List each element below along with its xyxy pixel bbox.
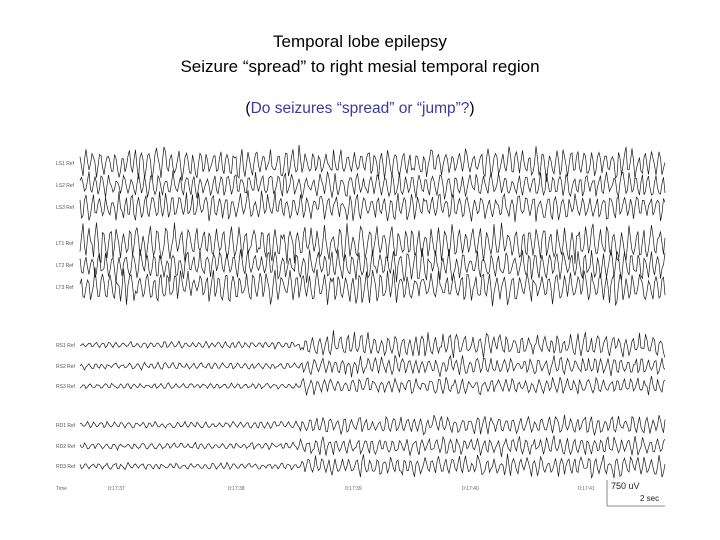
time-tick-label: 0:17:40 bbox=[462, 486, 479, 492]
eeg-trace-2 bbox=[79, 170, 666, 200]
slide-subtitle: (Do seizures “spread” or “jump”?) bbox=[0, 100, 720, 118]
scale-bar: 750 uV2 sec bbox=[606, 480, 665, 507]
amplitude-scale-label: 750 uV bbox=[611, 481, 640, 491]
eeg-trace-11 bbox=[79, 435, 666, 458]
channel-label: RD3 Ref bbox=[56, 464, 76, 470]
eeg-trace-5 bbox=[79, 248, 666, 284]
eeg-trace-12 bbox=[79, 453, 666, 479]
time-tick-label: 0:17:41 bbox=[578, 486, 595, 492]
eeg-traces bbox=[79, 144, 666, 479]
slide-title-line2: Seizure “spread” to right mesial tempora… bbox=[180, 57, 540, 76]
eeg-trace-1 bbox=[79, 144, 666, 182]
channel-labels: LS1 Ref LS2 Ref LS3 Ref LT1 Ref LT2 Ref LT3 R… bbox=[56, 161, 76, 470]
channel-label: LS2 Ref bbox=[56, 183, 75, 189]
time-tick-label: 0:17:37 bbox=[108, 486, 125, 492]
time-axis: Time 0:17:37 0:17:38 0:17:39 0:17:40 0:17:41 bbox=[56, 486, 595, 492]
channel-label: RS2 Ref bbox=[56, 364, 76, 370]
channel-label: LT3 Ref bbox=[56, 285, 74, 291]
channel-label: RS3 Ref bbox=[56, 384, 76, 390]
eeg-trace-3 bbox=[79, 190, 666, 223]
eeg-trace-8 bbox=[79, 354, 666, 378]
channel-label: RD2 Ref bbox=[56, 444, 76, 450]
subtitle-close-paren: ) bbox=[469, 100, 475, 117]
subtitle-question: Do seizures “spread” or “jump”? bbox=[250, 100, 470, 117]
channel-label: LT1 Ref bbox=[56, 241, 74, 247]
eeg-trace-4 bbox=[79, 222, 666, 264]
time-tick-label: 0:17:39 bbox=[345, 486, 362, 492]
eeg-trace-6 bbox=[79, 267, 666, 307]
channel-label: LS3 Ref bbox=[56, 205, 75, 211]
subtitle-open-paren: ( bbox=[245, 100, 251, 117]
slide-title-line1: Temporal lobe epilepsy bbox=[273, 32, 447, 51]
time-axis-label: Time bbox=[56, 486, 67, 492]
channel-label: RD1 Ref bbox=[56, 423, 76, 429]
channel-label: LT2 Ref bbox=[56, 263, 74, 269]
channel-label: LS1 Ref bbox=[56, 161, 75, 167]
eeg-trace-7 bbox=[79, 330, 666, 358]
time-scale-label: 2 sec bbox=[640, 494, 659, 503]
time-tick-label: 0:17:38 bbox=[228, 486, 245, 492]
channel-label: RS1 Ref bbox=[56, 343, 76, 349]
eeg-trace-10 bbox=[79, 414, 666, 436]
eeg-trace-9 bbox=[79, 376, 666, 396]
